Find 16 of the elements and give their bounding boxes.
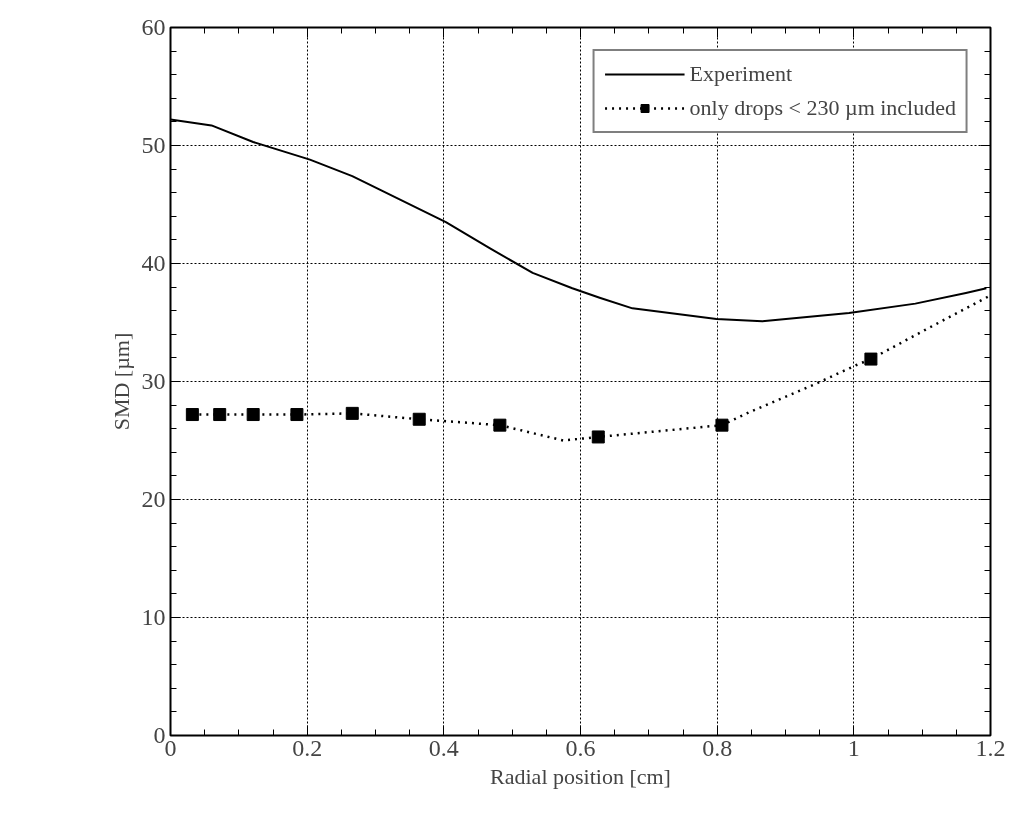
x-tick-label: 1.2 [975, 734, 1006, 761]
x-tick-label: 0.4 [428, 734, 459, 761]
x-tick-label: 0.2 [292, 734, 323, 761]
x-tick-label: 0.6 [565, 734, 596, 761]
x-tick-label: 0.8 [702, 734, 733, 761]
y-tick-label: 30 [141, 368, 166, 394]
x-tick-label: 1 [847, 734, 860, 761]
y-tick-label: 40 [141, 250, 166, 276]
x-axis-title: Radial position [cm] [490, 763, 671, 789]
legend-label: Experiment [689, 61, 793, 87]
y-tick-label: 20 [141, 486, 166, 512]
legend-label: only drops < 230 µm included [689, 95, 956, 121]
y-axis-title: SMD [µm] [108, 332, 134, 431]
y-tick-label: 50 [141, 132, 166, 158]
y-tick-label: 60 [141, 14, 166, 40]
y-tick-label: 10 [141, 604, 166, 630]
